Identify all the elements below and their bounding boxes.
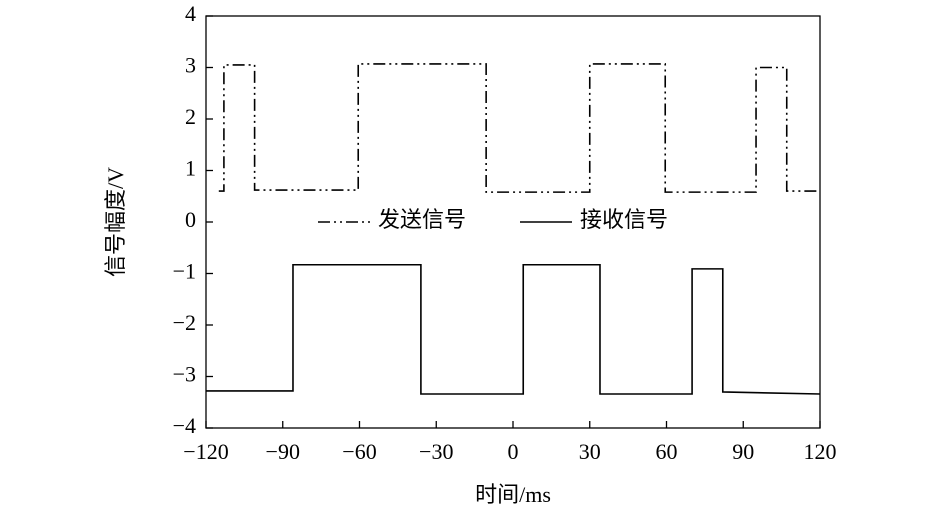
x-tick-label: −120 xyxy=(183,439,228,464)
x-tick-label: 90 xyxy=(732,439,754,464)
x-tick-label: 30 xyxy=(579,439,601,464)
y-tick-label: 4 xyxy=(185,1,196,26)
x-axis-label: 时间/ms xyxy=(475,482,551,507)
y-tick-label: −4 xyxy=(173,413,196,438)
x-tick-label: −90 xyxy=(266,439,300,464)
x-tick-label: −60 xyxy=(342,439,376,464)
legend-label: 接收信号 xyxy=(580,207,668,232)
y-tick-label: −1 xyxy=(173,259,196,284)
y-tick-label: −3 xyxy=(173,362,196,387)
plot-frame xyxy=(205,15,821,429)
series-line xyxy=(218,63,820,193)
x-tick-label: 60 xyxy=(656,439,678,464)
y-tick-label: 3 xyxy=(185,53,196,78)
x-tick-label: 0 xyxy=(508,439,519,464)
y-tick-label: 0 xyxy=(185,207,196,232)
x-tick-label: −30 xyxy=(419,439,453,464)
y-tick-label: −2 xyxy=(173,310,196,335)
y-axis-label: 信号幅度/V xyxy=(103,167,128,277)
x-tick-label: 120 xyxy=(804,439,837,464)
legend-label: 发送信号 xyxy=(378,207,466,232)
series-line xyxy=(206,263,821,395)
y-tick-label: 2 xyxy=(185,104,196,129)
y-tick-label: 1 xyxy=(185,156,196,181)
